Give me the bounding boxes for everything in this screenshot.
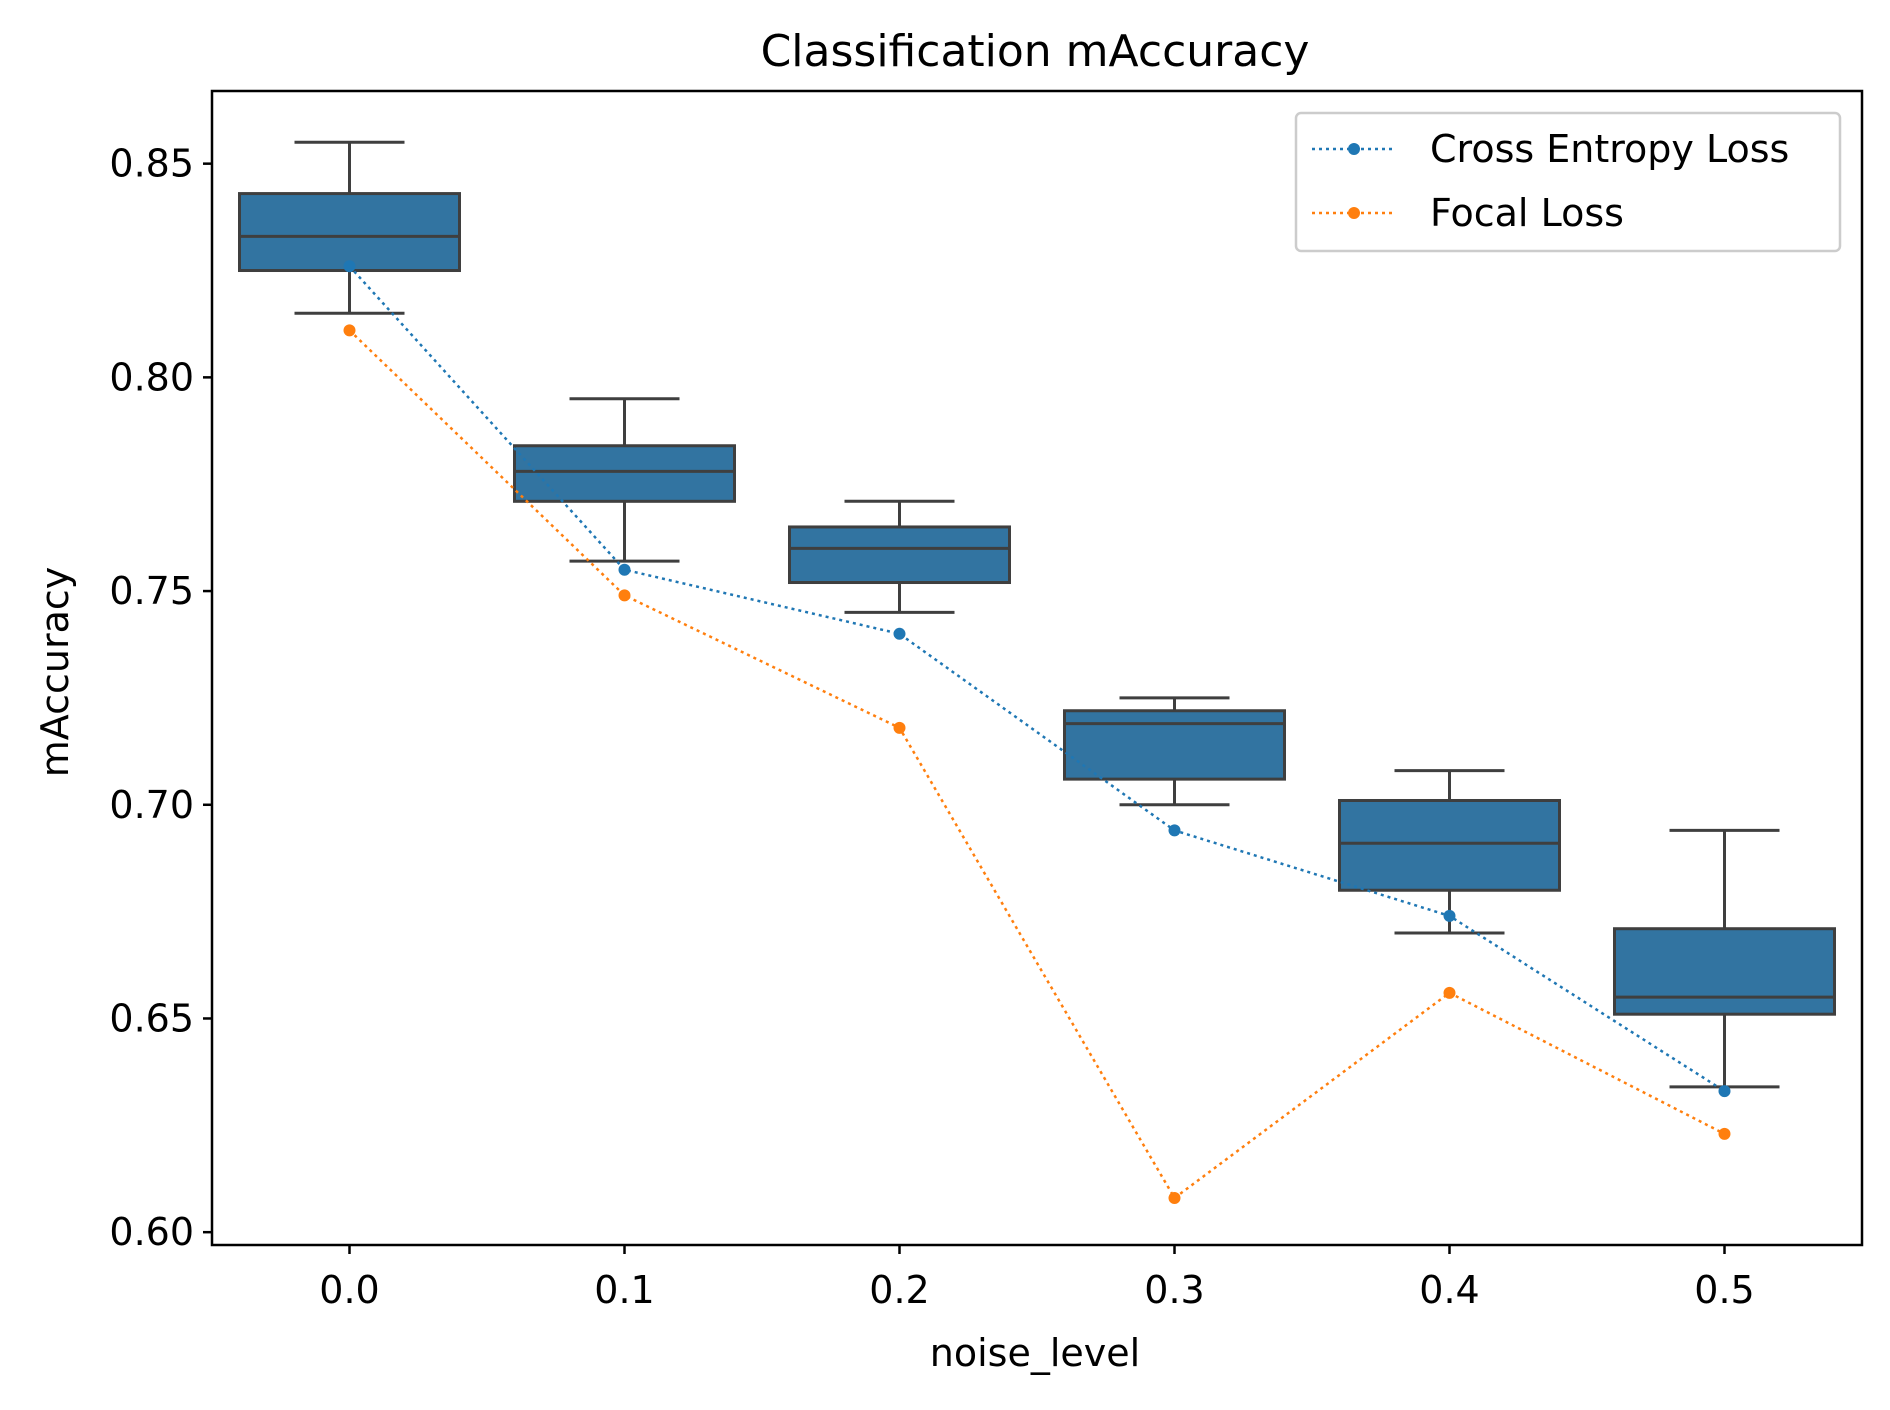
- box-iqr: [1063, 709, 1286, 781]
- series-line-focal-loss: [348, 329, 1726, 1200]
- point-cross-entropy-loss-0.4: [1443, 909, 1456, 922]
- y-tick-label: 0.85: [109, 142, 194, 186]
- point-focal-loss-0.5: [1718, 1127, 1731, 1140]
- legend-label: Cross Entropy Loss: [1430, 127, 1789, 171]
- point-cross-entropy-loss-0.2: [893, 627, 906, 640]
- y-tick-label: 0.70: [109, 783, 194, 827]
- box-group-0.5: [1613, 828, 1836, 1089]
- box-iqr: [1338, 798, 1561, 892]
- point-focal-loss-0.3: [1168, 1191, 1181, 1204]
- point-focal-loss-0.4: [1443, 986, 1456, 999]
- point-cross-entropy-loss-0.1: [618, 563, 631, 576]
- legend-label: Focal Loss: [1430, 191, 1624, 235]
- box-group-0.3: [1063, 696, 1286, 807]
- legend-marker-0: [1348, 143, 1360, 155]
- box-group-0.2: [788, 499, 1011, 614]
- x-tick-label: 0.3: [1144, 1268, 1204, 1312]
- legend-frame: [1294, 111, 1842, 253]
- y-tick-label: 0.60: [109, 1210, 194, 1254]
- x-tick-label: 0.2: [869, 1268, 929, 1312]
- legend-marker-1: [1348, 207, 1360, 219]
- point-focal-loss-0.0: [343, 324, 356, 337]
- point-focal-loss-0.2: [893, 721, 906, 734]
- point-focal-loss-0.1: [618, 589, 631, 602]
- series-lines-layer: [343, 260, 1731, 1204]
- box-iqr: [238, 192, 461, 273]
- x-tick-label: 0.5: [1694, 1268, 1754, 1312]
- legend: Cross Entropy Loss Focal Loss: [1294, 111, 1842, 253]
- y-tick-label: 0.65: [109, 996, 194, 1040]
- box-group-0.0: [238, 140, 461, 315]
- box-iqr: [513, 444, 736, 503]
- x-tick-label: 0.0: [319, 1268, 379, 1312]
- box-group-0.4: [1338, 769, 1561, 935]
- chart-title: Classification mAccuracy: [761, 26, 1310, 77]
- box-group-0.1: [513, 397, 736, 563]
- point-cross-entropy-loss-0.5: [1718, 1085, 1731, 1098]
- box-iqr: [788, 525, 1011, 585]
- y-tick-label: 0.75: [109, 569, 194, 613]
- x-tick-label: 0.4: [1419, 1268, 1479, 1312]
- y-tick-label: 0.80: [109, 355, 194, 399]
- x-axis-label: noise_level: [930, 1331, 1140, 1375]
- series-line-cross-entropy-loss: [348, 265, 1726, 1093]
- x-tick-label: 0.1: [594, 1268, 654, 1312]
- box-iqr: [1613, 927, 1836, 1016]
- point-cross-entropy-loss-0.0: [343, 260, 356, 273]
- boxes-layer: [238, 140, 1836, 1089]
- y-axis-label: mAccuracy: [33, 567, 77, 778]
- point-cross-entropy-loss-0.3: [1168, 824, 1181, 837]
- plot-frame: [210, 89, 1864, 1247]
- axes-layer: 0.60 0.65 0.70 0.75 0.80 0.85 0.0 0.1 0.2 0.3 0.4 0…: [109, 89, 1864, 1312]
